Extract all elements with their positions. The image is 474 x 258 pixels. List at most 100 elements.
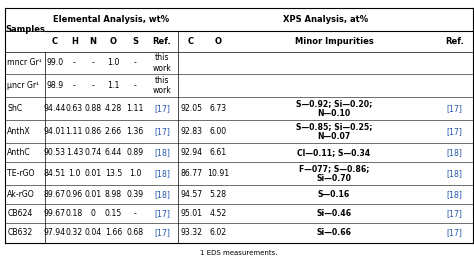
Text: 1.11: 1.11 [65,127,83,136]
Text: 0.88: 0.88 [84,104,101,113]
Text: 0.15: 0.15 [105,209,122,218]
Text: 1.66: 1.66 [105,228,122,237]
Text: [17]: [17] [154,209,170,218]
Text: 0.68: 0.68 [127,228,144,237]
Text: S: S [132,37,138,46]
Text: 1.11: 1.11 [126,104,144,113]
Text: AnthC: AnthC [8,148,31,157]
Text: 99.67: 99.67 [44,209,66,218]
Text: 1.0: 1.0 [129,169,141,178]
Text: CB624: CB624 [8,209,33,218]
Text: [18]: [18] [447,190,463,199]
Text: 1.0: 1.0 [68,169,81,178]
Text: 0.01: 0.01 [84,190,102,199]
Text: [18]: [18] [447,169,463,178]
Text: -: - [134,59,137,68]
Text: C: C [52,37,58,46]
Text: 94.01: 94.01 [44,127,66,136]
Text: AnthX: AnthX [8,127,31,136]
Text: H: H [71,37,78,46]
Text: 4.52: 4.52 [210,209,227,218]
Text: 6.73: 6.73 [210,104,227,113]
Text: Elemental Analysis, wt%: Elemental Analysis, wt% [54,15,170,24]
Text: 92.83: 92.83 [180,127,202,136]
Text: [17]: [17] [447,228,463,237]
Text: 0.18: 0.18 [66,209,83,218]
Text: [18]: [18] [154,190,170,199]
Text: O: O [215,37,221,46]
Text: 1.1: 1.1 [107,81,119,90]
Text: Si—0.66: Si—0.66 [317,228,352,237]
Text: Minor Impurities: Minor Impurities [295,37,374,46]
Text: this
work: this work [153,76,171,95]
Text: 93.32: 93.32 [180,228,202,237]
Text: 90.53: 90.53 [44,148,66,157]
Text: [18]: [18] [154,148,170,157]
Text: S—0.16: S—0.16 [318,190,350,199]
Text: F—077; S—0.86;
Si—0.70: F—077; S—0.86; Si—0.70 [299,164,369,183]
Text: 1.36: 1.36 [127,127,144,136]
Text: 86.77: 86.77 [180,169,202,178]
Text: XPS Analysis, at%: XPS Analysis, at% [283,15,368,24]
Text: 0.32: 0.32 [66,228,83,237]
Text: [17]: [17] [447,209,463,218]
Text: -: - [134,209,137,218]
Text: [17]: [17] [154,104,170,113]
Text: 94.57: 94.57 [180,190,202,199]
Text: 5.28: 5.28 [210,190,227,199]
Text: TE-rGO: TE-rGO [8,169,35,178]
Text: O: O [110,37,117,46]
Text: 94.44: 94.44 [44,104,66,113]
Text: [18]: [18] [154,169,170,178]
Text: Ref.: Ref. [153,37,171,46]
Text: [17]: [17] [447,127,463,136]
Text: [17]: [17] [154,228,170,237]
Text: 6.02: 6.02 [210,228,227,237]
Text: 95.01: 95.01 [180,209,202,218]
Text: 84.51: 84.51 [44,169,66,178]
Text: Ak-rGO: Ak-rGO [8,190,35,199]
Text: 1.43: 1.43 [65,148,83,157]
Text: 6.44: 6.44 [105,148,122,157]
Text: S—0.92; Si—0.20;
N—0.10: S—0.92; Si—0.20; N—0.10 [296,99,372,118]
Text: 0: 0 [91,209,95,218]
Text: 10.91: 10.91 [207,169,229,178]
Text: -: - [134,81,137,90]
Text: 6.00: 6.00 [210,127,227,136]
Text: Samples: Samples [5,26,45,35]
Text: C: C [188,37,194,46]
Text: Cl—0.11; S—0.34: Cl—0.11; S—0.34 [297,148,371,157]
Text: 92.94: 92.94 [180,148,202,157]
Text: 6.61: 6.61 [210,148,227,157]
Text: mncr Gr¹: mncr Gr¹ [8,59,42,68]
Text: 0.01: 0.01 [84,169,102,178]
Text: 2.66: 2.66 [105,127,122,136]
Text: CB632: CB632 [8,228,33,237]
Text: 0.04: 0.04 [84,228,102,237]
Text: ShC: ShC [8,104,23,113]
Text: 0.89: 0.89 [127,148,144,157]
Text: μncr Gr¹: μncr Gr¹ [8,81,40,90]
Text: 97.94: 97.94 [44,228,66,237]
Text: 89.67: 89.67 [44,190,66,199]
Text: -: - [73,81,76,90]
Text: 13.5: 13.5 [105,169,122,178]
Text: -: - [91,59,94,68]
Text: 92.05: 92.05 [180,104,202,113]
Text: -: - [91,81,94,90]
Text: 98.9: 98.9 [46,81,64,90]
Text: 0.86: 0.86 [84,127,101,136]
Text: [17]: [17] [154,127,170,136]
Text: S—0.85; Si—0.25;
N—0.07: S—0.85; Si—0.25; N—0.07 [296,122,372,141]
Text: 0.63: 0.63 [66,104,83,113]
Text: -: - [73,59,76,68]
Text: 0.74: 0.74 [84,148,102,157]
Text: Si—0.46: Si—0.46 [317,209,352,218]
Text: 0.96: 0.96 [66,190,83,199]
Text: this
work: this work [153,53,171,73]
Text: N: N [90,37,97,46]
Text: 8.98: 8.98 [105,190,122,199]
Text: 0.39: 0.39 [127,190,144,199]
Text: [17]: [17] [447,104,463,113]
Text: [18]: [18] [447,148,463,157]
